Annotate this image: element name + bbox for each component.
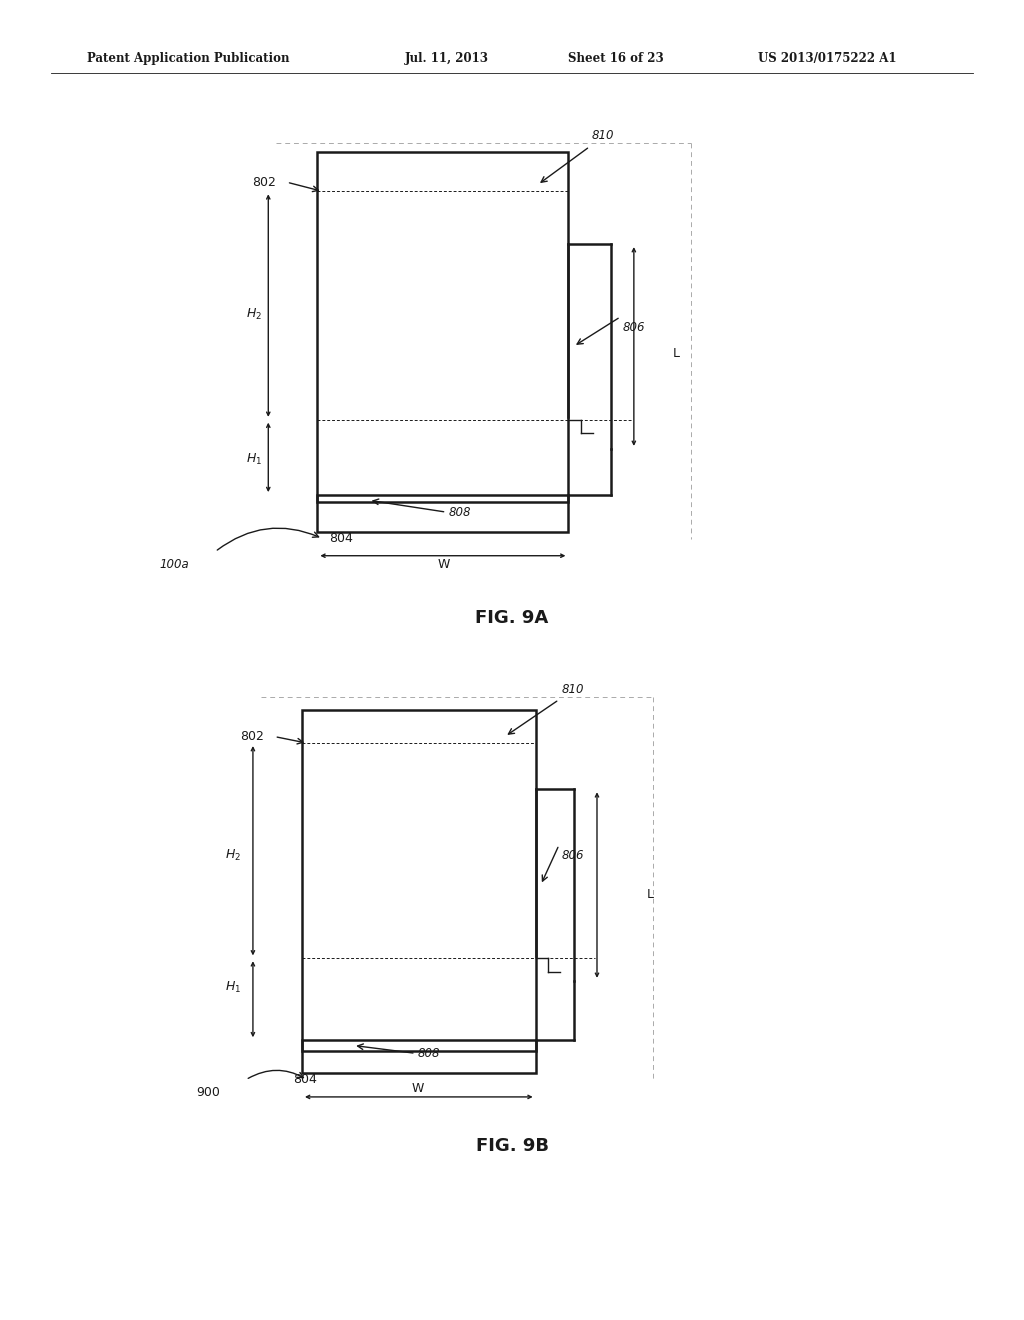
Bar xyxy=(302,710,536,1051)
Text: W: W xyxy=(437,558,450,572)
Text: $H_2$: $H_2$ xyxy=(225,847,242,863)
Text: W: W xyxy=(412,1082,424,1096)
Text: 810: 810 xyxy=(592,129,614,143)
Text: 806: 806 xyxy=(623,321,645,334)
Text: 808: 808 xyxy=(449,506,471,519)
Text: 808: 808 xyxy=(418,1047,440,1060)
Text: FIG. 9B: FIG. 9B xyxy=(475,1137,549,1155)
Text: 802: 802 xyxy=(241,730,264,743)
Text: US 2013/0175222 A1: US 2013/0175222 A1 xyxy=(758,51,896,65)
Text: L: L xyxy=(647,888,653,902)
Text: Jul. 11, 2013: Jul. 11, 2013 xyxy=(404,51,488,65)
Text: Sheet 16 of 23: Sheet 16 of 23 xyxy=(568,51,665,65)
Text: 802: 802 xyxy=(253,176,276,189)
Text: $H_2$: $H_2$ xyxy=(246,306,262,322)
Bar xyxy=(317,495,568,532)
Bar xyxy=(317,152,568,502)
Text: L: L xyxy=(673,347,679,360)
Text: 804: 804 xyxy=(294,1073,317,1086)
Text: $H_1$: $H_1$ xyxy=(246,451,262,467)
Text: 810: 810 xyxy=(561,682,584,696)
Text: Patent Application Publication: Patent Application Publication xyxy=(87,51,290,65)
Bar xyxy=(302,1040,536,1073)
Text: 100a: 100a xyxy=(160,558,189,572)
Text: FIG. 9A: FIG. 9A xyxy=(475,609,549,627)
Text: 804: 804 xyxy=(330,532,353,545)
Text: $H_1$: $H_1$ xyxy=(225,979,242,995)
Text: 900: 900 xyxy=(197,1086,220,1100)
Text: 806: 806 xyxy=(561,849,584,862)
